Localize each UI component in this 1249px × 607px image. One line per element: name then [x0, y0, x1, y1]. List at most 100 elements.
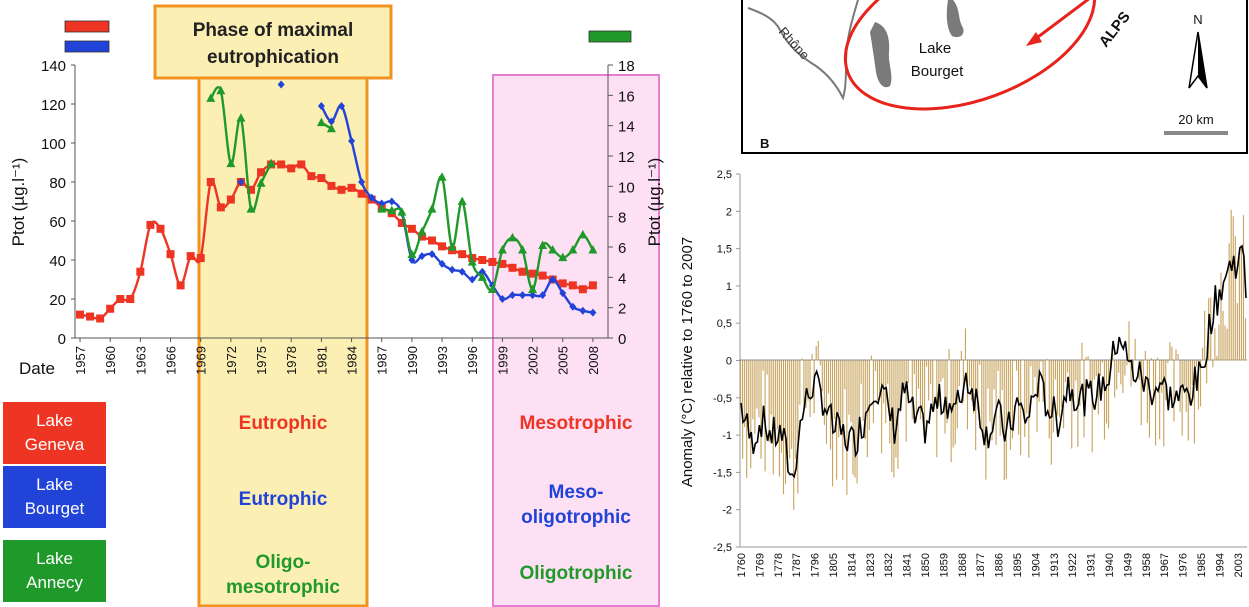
lake-bourget-point: [358, 178, 366, 186]
lake-annecy-point: [507, 232, 517, 242]
x-tick-label: 2002: [526, 346, 541, 375]
right-y-tick-label: 18: [618, 58, 635, 75]
lake-geneva-point: [438, 242, 447, 251]
left-y-tick-label: 80: [49, 175, 66, 192]
lake-bourget-point: [378, 199, 386, 208]
lake-annecy-point: [457, 196, 467, 205]
lake-bourget-line: [320, 104, 594, 314]
lake-annecy-point: [266, 158, 276, 168]
lake-annecy-point: [246, 204, 256, 213]
x-tick-label: 1981: [314, 346, 329, 375]
lake-geneva-point: [136, 267, 145, 276]
lake-geneva-point: [96, 314, 105, 323]
lake-geneva-point: [307, 172, 316, 181]
right-y-tick-label: 4: [618, 270, 626, 287]
lake-geneva-point: [126, 295, 135, 303]
phase-title-line2: eutrophication: [207, 47, 339, 68]
right-y-axis-title: Ptot (µg.l⁻¹): [645, 158, 664, 247]
left-y-tick-label: 40: [49, 253, 66, 270]
lake-annecy-label-line2: Annecy: [26, 573, 83, 592]
x-tick-label: 1963: [133, 346, 148, 375]
lake-bourget-point: [388, 197, 396, 206]
lake-bourget-point: [348, 137, 356, 146]
lake-geneva-point: [166, 250, 175, 259]
right-y-tick-label: 8: [618, 210, 626, 227]
lake-annecy-point: [497, 245, 507, 254]
lake-geneva-box: Lake Geneva: [3, 402, 106, 464]
lake-geneva-point: [196, 254, 205, 263]
right-y-tick-label: 12: [618, 149, 635, 166]
lake-geneva-point: [458, 250, 467, 259]
right-y-tick-label: 6: [618, 240, 626, 257]
lake-bourget-point: [498, 295, 506, 303]
lake-bourget-box: Lake Bourget: [3, 466, 106, 528]
lake-annecy-point: [588, 245, 598, 254]
x-tick-label: 1978: [284, 346, 299, 375]
lake-geneva-point: [397, 218, 406, 227]
lake-bourget-point: [327, 117, 335, 126]
lake-annecy-point: [487, 284, 497, 293]
legend-bourget-swatch: [64, 40, 110, 53]
annecy-oligotrophic-label: Oligotrophic: [519, 563, 633, 584]
annecy-oligo-meso-line1: Oligo-: [255, 552, 311, 573]
right-y-tick-label: 0: [618, 331, 626, 348]
x-tick-label: 1996: [465, 346, 480, 375]
lake-geneva-point: [357, 189, 366, 198]
lake-annecy-point: [216, 85, 226, 95]
lake-bourget-point: [519, 291, 527, 300]
lake-geneva-point: [518, 267, 527, 276]
lake-bourget-point: [589, 308, 597, 317]
lake-annecy-point: [528, 284, 538, 293]
x-tick-label: 1993: [435, 346, 450, 375]
bourget-eutrophic-label: Eutrophic: [238, 489, 328, 510]
lake-bourget-point: [569, 302, 577, 311]
lake-geneva-point: [116, 295, 125, 303]
lake-bourget-point: [468, 275, 476, 284]
lake-geneva-point: [568, 281, 577, 290]
left-y-axis-title: Ptot (µg.l⁻¹): [9, 158, 28, 247]
left-y-tick-label: 60: [49, 214, 66, 231]
x-axis-title: Date: [19, 359, 55, 378]
left-y-tick-label: 140: [41, 58, 66, 75]
x-tick-label: 2008: [586, 346, 601, 375]
lake-geneva-point: [337, 185, 346, 194]
lake-annecy-point: [407, 249, 417, 259]
lake-annecy-point: [538, 240, 548, 249]
lake-bourget-point: [428, 250, 436, 259]
lake-geneva-label-line1: Lake: [36, 411, 73, 430]
lake-geneva-point: [226, 195, 235, 204]
lake-geneva-point: [206, 178, 215, 186]
lake-bourget-point: [438, 259, 446, 268]
lake-geneva-point: [186, 252, 195, 261]
right-y-tick-label: 14: [618, 119, 635, 136]
lake-bourget-point: [317, 101, 325, 110]
right-y-tick-label: 10: [618, 179, 635, 196]
left-y-tick-label: 0: [58, 331, 66, 348]
lake-geneva-point: [86, 312, 95, 321]
x-tick-label: 1966: [164, 346, 179, 375]
recovery-phase-band: [492, 74, 660, 607]
lake-geneva-point: [76, 310, 85, 319]
geneva-eutrophic-label: Eutrophic: [238, 413, 328, 434]
lake-bourget-point: [478, 267, 486, 276]
lake-geneva-point: [478, 256, 487, 264]
lake-geneva-label-line2: Geneva: [24, 435, 85, 454]
lake-annecy-point: [326, 123, 336, 133]
annecy-oligo-meso-line2: mesotrophic: [225, 577, 341, 598]
lake-bourget-point: [539, 291, 547, 300]
left-y-tick-label: 100: [41, 136, 66, 153]
x-tick-label: 1969: [194, 346, 209, 375]
lake-geneva-point: [156, 224, 165, 233]
lake-annecy-point: [316, 117, 326, 127]
lake-geneva-point: [277, 160, 286, 169]
x-tick-label: 1960: [103, 346, 118, 375]
lake-geneva-point: [578, 285, 587, 294]
x-tick-label: 2005: [556, 346, 571, 375]
x-tick-label: 1999: [495, 346, 510, 375]
x-tick-label: 1975: [254, 346, 269, 375]
x-tick-label: 1990: [405, 346, 420, 375]
lake-annecy-point: [397, 207, 407, 216]
right-y-tick-label: 16: [618, 88, 635, 105]
geneva-mesotrophic-label: Mesotrophic: [519, 413, 633, 434]
